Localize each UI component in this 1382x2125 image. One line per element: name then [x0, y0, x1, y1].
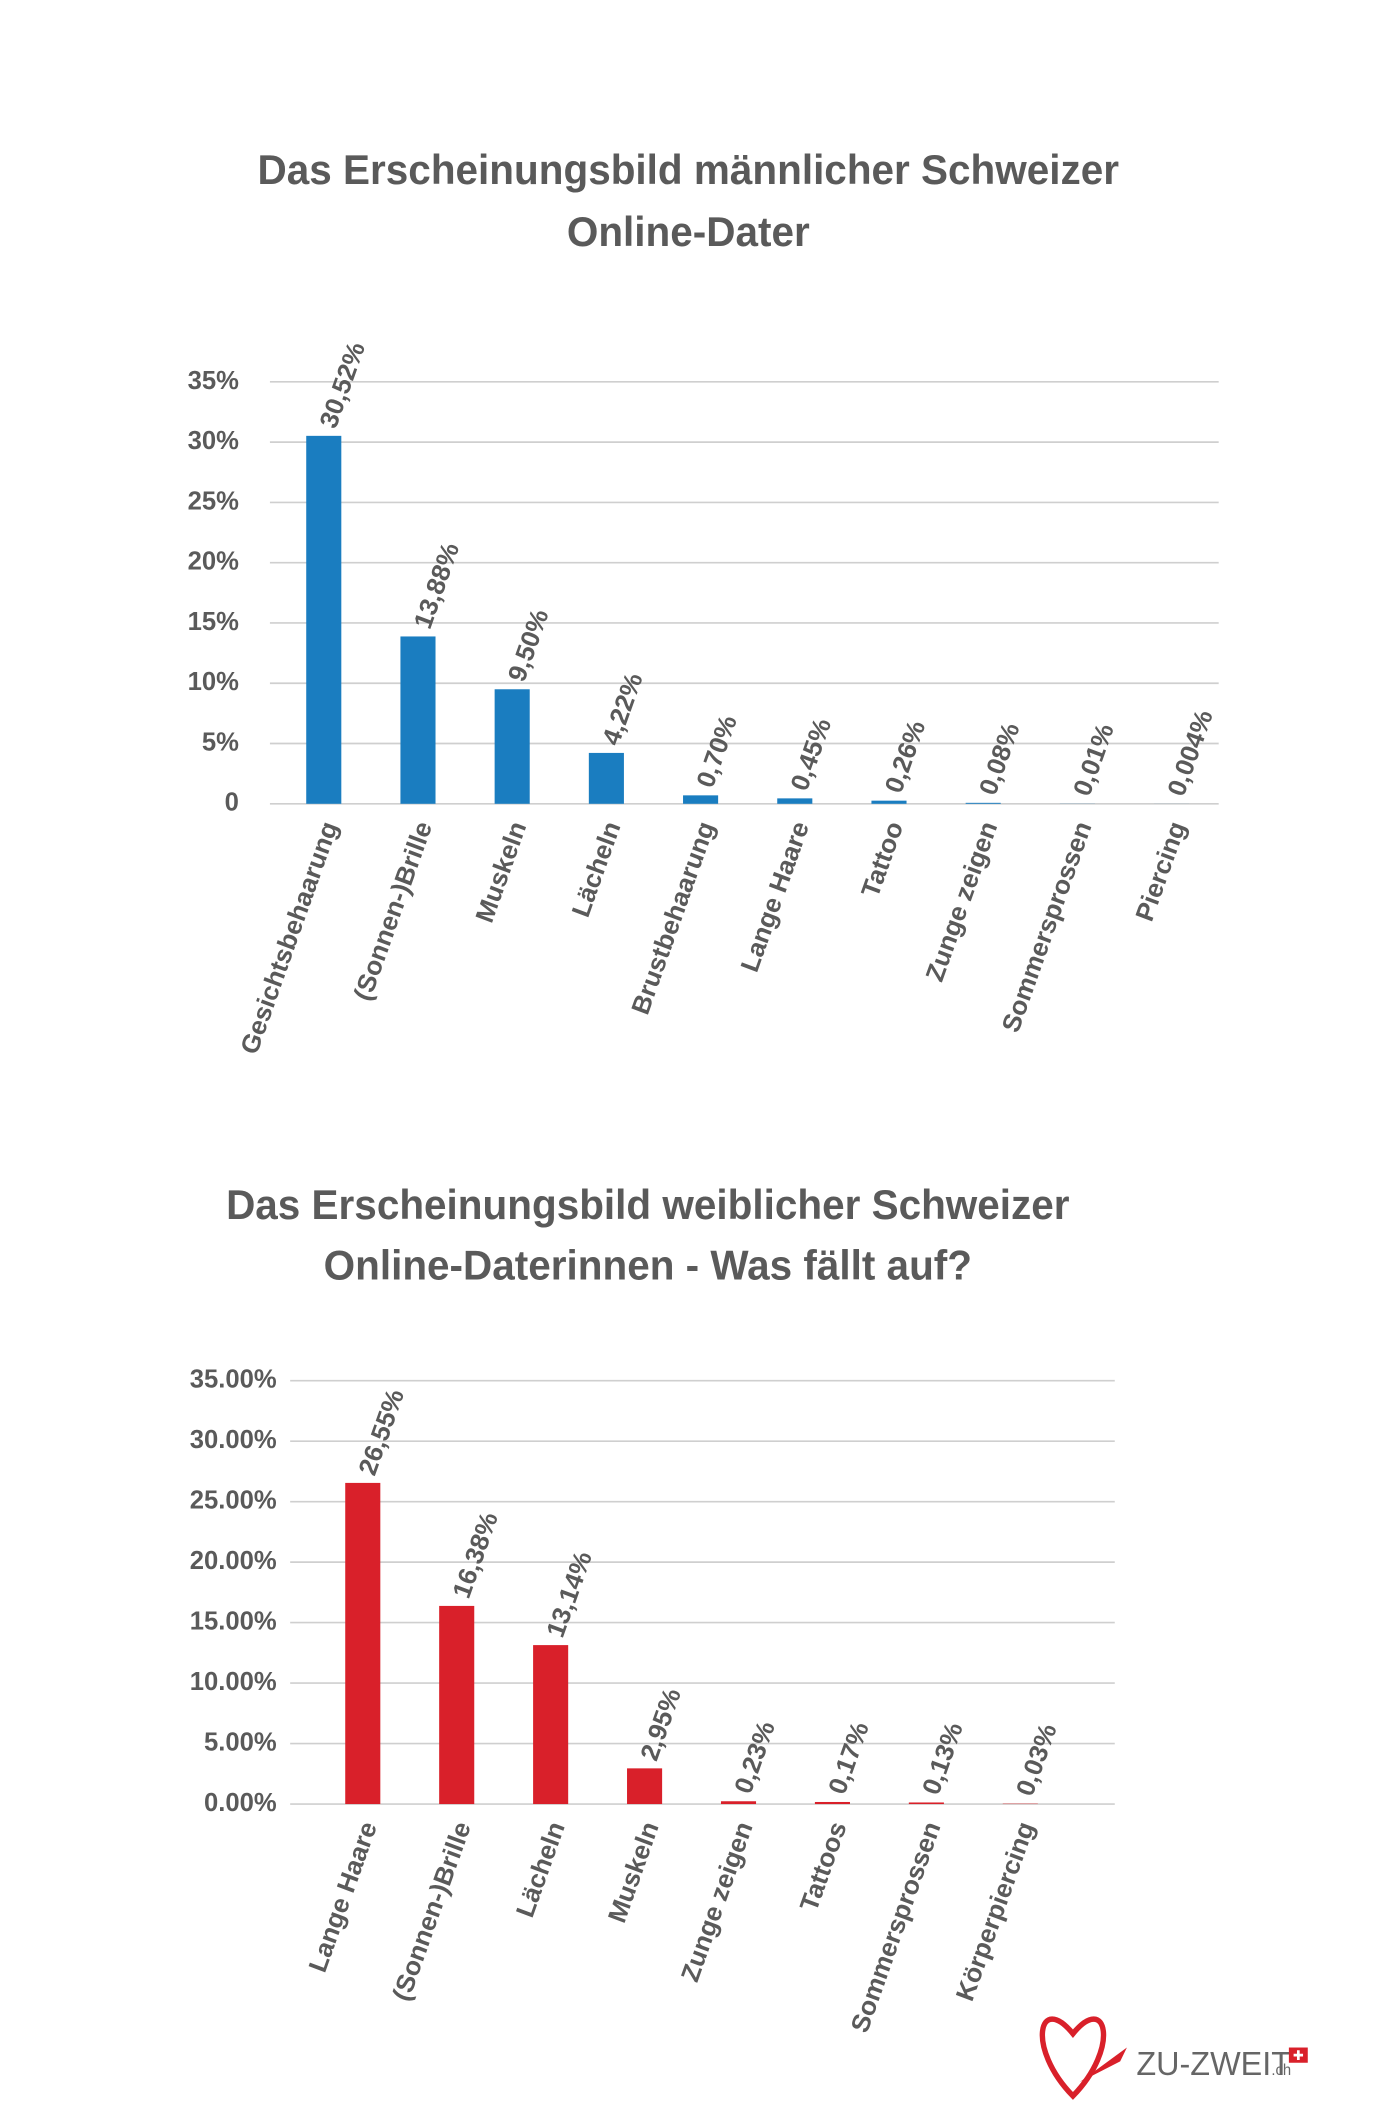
value-label: 0,08% [973, 719, 1026, 799]
y-tick-label: 0.00% [204, 1787, 277, 1817]
bar [908, 1802, 944, 1805]
logo-text: ZU-ZWEIT [1136, 2045, 1291, 2082]
y-tick-label: 25.00% [190, 1484, 277, 1514]
value-label: 0,01% [1067, 719, 1120, 799]
chart-title: Das Erscheinungsbild männlicher Schweize… [258, 147, 1119, 194]
value-label: 4,22% [596, 669, 649, 749]
x-tick-label: Sommersprossen [996, 817, 1098, 1036]
logo-arrow [1079, 2047, 1127, 2083]
x-tick-label: Lächeln [510, 1817, 571, 1921]
x-tick-label: Lächeln [565, 817, 626, 921]
y-tick-label: 10% [188, 666, 239, 696]
y-tick-label: 15.00% [190, 1605, 277, 1635]
x-tick-label: Piercing [1129, 817, 1191, 925]
logo-suffix: .ch [1271, 2062, 1291, 2079]
x-tick-label: Zunge zeigen [675, 1817, 759, 1985]
x-tick-label: (Sonnen-)Brille [347, 817, 438, 1004]
value-label: 0,45% [784, 714, 837, 794]
y-tick-label: 30% [188, 425, 239, 455]
y-tick-label: 15% [188, 606, 239, 636]
x-tick-label: Muskeln [469, 817, 532, 926]
value-label: 9,50% [502, 605, 555, 685]
logo-heart [1039, 2016, 1107, 2100]
bar [345, 1482, 381, 1805]
value-label: 0,17% [822, 1718, 875, 1798]
bar [533, 1645, 569, 1805]
y-tick-label: 0 [225, 786, 239, 816]
x-tick-label: Tattoos [794, 1817, 853, 1915]
y-tick-label: 35.00% [190, 1363, 277, 1393]
value-label: 30,52% [313, 338, 371, 432]
bar [400, 636, 436, 804]
value-label: 0,23% [728, 1717, 781, 1797]
y-tick-label: 20% [188, 545, 239, 575]
bar [439, 1605, 475, 1805]
y-tick-label: 35% [188, 364, 239, 394]
y-tick-label: 10.00% [190, 1666, 277, 1696]
bar [777, 798, 813, 804]
value-label: 13,14% [540, 1547, 598, 1641]
value-label: 26,55% [352, 1385, 410, 1479]
bar [814, 1801, 850, 1805]
x-tick-label: (Sonnen-)Brille [386, 1817, 477, 2004]
bar [306, 435, 342, 804]
bar [965, 802, 1001, 804]
value-label: 0,004% [1161, 706, 1219, 800]
x-tick-label: Zunge zeigen [919, 817, 1003, 985]
chart-title: Online-Daterinnen - Was fällt auf? [324, 1242, 972, 1289]
bar [588, 752, 624, 804]
x-tick-label: Brustbehaarung [625, 817, 721, 1018]
bar [720, 1801, 757, 1805]
value-label: 0,13% [916, 1718, 969, 1798]
x-tick-label: Muskeln [602, 1817, 665, 1926]
chart-title: Das Erscheinungsbild weiblicher Schweize… [226, 1181, 1070, 1228]
value-label: 16,38% [446, 1508, 504, 1602]
value-label: 13,88% [407, 538, 465, 632]
x-tick-label: Körperpiercing [950, 1817, 1041, 2004]
y-tick-label: 5.00% [204, 1726, 277, 1756]
bar [871, 800, 907, 804]
x-tick-label: Lange Haare [302, 1817, 382, 1976]
x-tick-label: Tattoo [855, 817, 909, 901]
value-label: 2,95% [634, 1684, 687, 1764]
value-label: 0,03% [1010, 1719, 1063, 1799]
x-tick-label: Sommersprossen [845, 1817, 947, 2036]
value-label: 0,70% [690, 711, 743, 791]
logo-cross [1293, 2050, 1304, 2060]
logo: ZU-ZWEIT .ch [1039, 2016, 1308, 2100]
bar [683, 795, 719, 804]
y-tick-label: 30.00% [190, 1424, 277, 1454]
bar [494, 689, 530, 804]
y-tick-label: 25% [188, 485, 239, 515]
x-tick-label: Lange Haare [734, 817, 814, 976]
x-tick-label: Gesichtsbehaarung [234, 817, 344, 1058]
bar [627, 1768, 663, 1805]
chart-title: Online-Dater [567, 209, 810, 256]
value-label: 0,26% [878, 716, 931, 796]
y-tick-label: 20.00% [190, 1545, 277, 1575]
y-tick-label: 5% [202, 726, 239, 756]
